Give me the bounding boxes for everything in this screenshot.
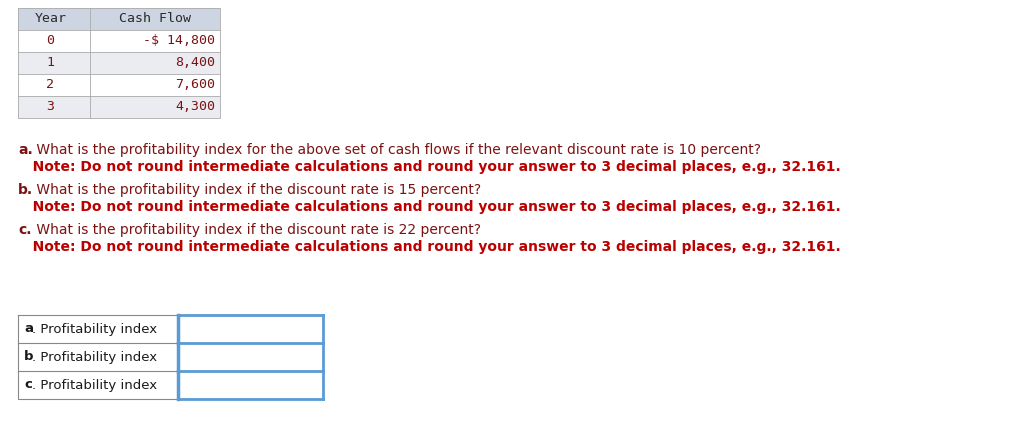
Text: b.: b. — [18, 183, 33, 197]
Bar — [18, 74, 220, 96]
Bar — [18, 96, 220, 118]
Bar — [18, 371, 323, 399]
Text: 4,300: 4,300 — [175, 100, 215, 114]
Text: 2: 2 — [47, 79, 55, 91]
Text: 8,400: 8,400 — [175, 57, 215, 69]
Text: Note: Do not round intermediate calculations and round your answer to 3 decimal : Note: Do not round intermediate calculat… — [18, 160, 841, 174]
Bar — [18, 315, 323, 343]
Text: . Profitability index: . Profitability index — [32, 378, 157, 392]
Text: What is the profitability index for the above set of cash flows if the relevant : What is the profitability index for the … — [32, 143, 761, 157]
Text: 3: 3 — [47, 100, 55, 114]
Bar — [18, 343, 323, 371]
Text: 7,600: 7,600 — [175, 79, 215, 91]
Text: b: b — [24, 351, 33, 363]
Text: Cash Flow: Cash Flow — [119, 12, 191, 26]
Bar — [18, 30, 220, 52]
Text: Year: Year — [34, 12, 67, 26]
Bar — [18, 52, 220, 74]
Text: a: a — [24, 323, 33, 335]
Text: -$ 14,800: -$ 14,800 — [143, 34, 215, 47]
Text: What is the profitability index if the discount rate is 15 percent?: What is the profitability index if the d… — [32, 183, 481, 197]
Text: . Profitability index: . Profitability index — [32, 323, 157, 335]
Text: a.: a. — [18, 143, 32, 157]
Text: . Profitability index: . Profitability index — [32, 351, 157, 363]
Text: What is the profitability index if the discount rate is 22 percent?: What is the profitability index if the d… — [32, 223, 481, 237]
Bar — [18, 8, 220, 30]
Text: 0: 0 — [47, 34, 55, 47]
Text: c.: c. — [18, 223, 31, 237]
Text: Note: Do not round intermediate calculations and round your answer to 3 decimal : Note: Do not round intermediate calculat… — [18, 200, 841, 214]
Text: c: c — [24, 378, 32, 392]
Text: 1: 1 — [47, 57, 55, 69]
Text: Note: Do not round intermediate calculations and round your answer to 3 decimal : Note: Do not round intermediate calculat… — [18, 240, 841, 254]
